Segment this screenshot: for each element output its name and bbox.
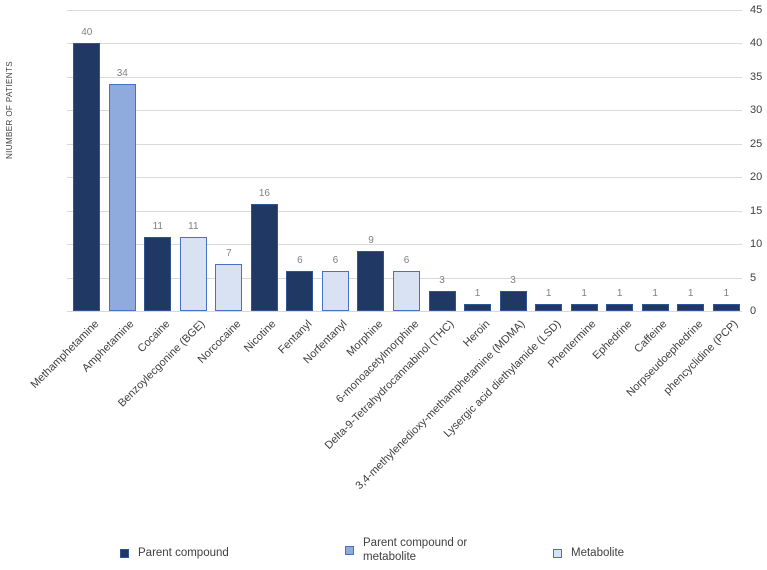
bar <box>144 237 172 311</box>
legend-marker <box>120 548 129 558</box>
gridline <box>67 177 742 179</box>
bar <box>499 290 527 311</box>
bar <box>428 290 456 311</box>
bar-value-label: 16 <box>258 187 270 199</box>
bar-value-label: 1 <box>616 288 623 300</box>
bar-value-label: 11 <box>188 221 199 233</box>
legend-item: Parent compound <box>120 546 229 560</box>
bar-value-label: 3 <box>510 274 516 286</box>
bar <box>250 203 278 311</box>
bar <box>641 304 669 311</box>
legend-marker <box>553 548 562 558</box>
legend-item: Parent compound or metabolite <box>345 536 483 565</box>
x-axis-label: Methamphetamine <box>28 318 102 391</box>
y-tick-label: 5 <box>750 271 757 284</box>
legend-label: Parent compound or metabolite <box>363 537 468 564</box>
bar <box>286 270 314 311</box>
bar-value-label: 40 <box>81 27 93 39</box>
y-tick-label: 35 <box>750 70 763 83</box>
legend-label: Metabolite <box>571 547 625 559</box>
y-tick-label: 20 <box>750 171 763 184</box>
bar <box>357 250 385 311</box>
bar-value-label: 1 <box>581 288 587 300</box>
y-tick-label: 0 <box>750 305 757 317</box>
bar-value-label: 6 <box>332 254 339 266</box>
bar-value-label: 1 <box>723 288 730 300</box>
gridline <box>67 76 742 78</box>
gridline <box>67 143 742 145</box>
bar <box>677 304 705 311</box>
y-tick-label: 15 <box>750 204 763 217</box>
y-tick-label: 30 <box>750 104 763 117</box>
bar <box>215 264 243 311</box>
bar-value-label: 6 <box>403 254 410 266</box>
bar <box>712 304 740 311</box>
y-axis-title: NIUMBER OF PATIENTS <box>5 61 14 159</box>
gridline <box>67 311 742 312</box>
bar <box>570 304 598 311</box>
y-tick-label: 10 <box>750 238 763 251</box>
gridline <box>67 244 742 246</box>
bar-value-label: 1 <box>652 288 658 300</box>
bar <box>108 83 136 311</box>
bar <box>321 270 349 311</box>
bar <box>73 43 101 311</box>
gridline <box>67 210 742 212</box>
bar-value-label: 1 <box>474 288 481 300</box>
bar <box>393 270 420 311</box>
y-tick-label: 40 <box>750 37 763 50</box>
bar-value-label: 6 <box>297 254 303 266</box>
bar-value-label: 1 <box>687 288 694 300</box>
bar <box>464 304 492 311</box>
y-tick-label: 45 <box>750 4 763 16</box>
gridline <box>67 10 742 11</box>
bar-value-label: 11 <box>152 221 163 233</box>
legend-item: Metabolite <box>553 546 624 560</box>
bar <box>179 237 207 311</box>
bar-value-label: 9 <box>368 234 374 246</box>
bar-value-label: 34 <box>116 67 128 79</box>
bar <box>535 304 563 311</box>
legend-label: Parent compound <box>138 547 229 559</box>
bar-value-label: 3 <box>439 274 445 286</box>
bar-value-label: 7 <box>226 248 232 260</box>
y-tick-label: 25 <box>750 137 763 150</box>
bar-value-label: 1 <box>545 288 552 300</box>
gridline <box>67 110 742 112</box>
bar <box>606 304 634 311</box>
legend-marker <box>345 545 354 555</box>
gridline <box>67 43 742 45</box>
